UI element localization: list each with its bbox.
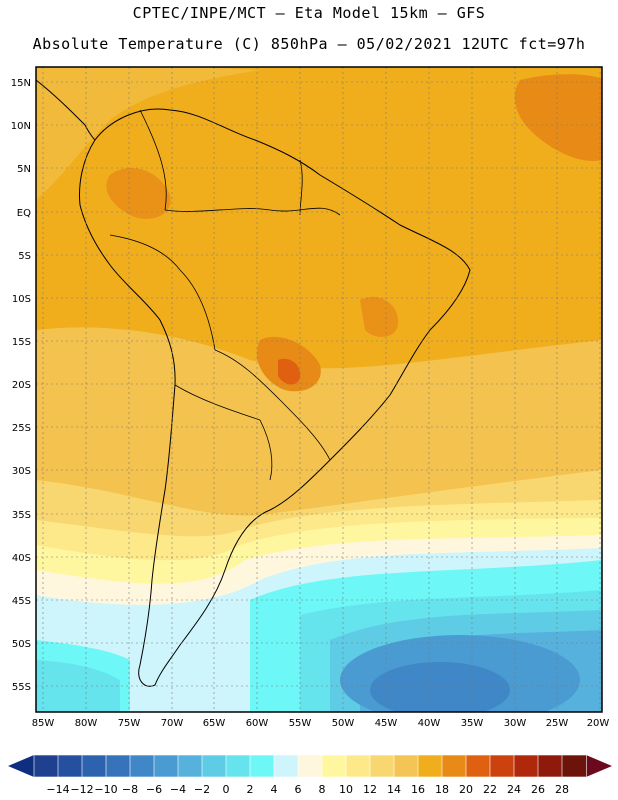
lat-label: 15S: [12, 337, 31, 348]
longitude-axis: 85W 80W 75W 70W 65W 60W 55W 50W 45W 40W …: [32, 718, 610, 729]
temperature-field: [36, 67, 602, 712]
field-patch-20-22: [278, 358, 301, 385]
lat-label: 50S: [12, 639, 31, 650]
colorbar-cell: [57, 754, 83, 778]
lon-label: 35W: [461, 718, 484, 729]
colorbar-left-arrow: [8, 755, 34, 777]
lat-label: 10S: [12, 294, 31, 305]
colorbar-label: −4: [170, 783, 186, 796]
field-band-m8-m6: [370, 662, 510, 712]
colorbar-cell: [489, 754, 515, 778]
graticule: [36, 67, 602, 712]
country-borders: [109, 109, 341, 481]
lat-label: 55S: [12, 682, 31, 693]
colorbar-label: 20: [459, 783, 473, 796]
lat-label: 10N: [11, 121, 31, 132]
lon-label: 85W: [32, 718, 55, 729]
colorbar-cell: [417, 754, 443, 778]
lon-label: 30W: [504, 718, 527, 729]
lon-label: 70W: [161, 718, 184, 729]
lat-label: 15N: [11, 78, 31, 89]
colorbar-label: 24: [507, 783, 521, 796]
lon-label: 60W: [246, 718, 269, 729]
colorbar-cell: [513, 754, 539, 778]
colorbar-right-arrow: [586, 755, 612, 777]
colorbar-cell: [537, 754, 563, 778]
colorbar-label: 22: [483, 783, 497, 796]
colorbar-label: −8: [122, 783, 138, 796]
colorbar-label: 26: [531, 783, 545, 796]
lat-label: 35S: [12, 510, 31, 521]
lon-label: 45W: [375, 718, 398, 729]
field-band-14-16: [36, 327, 602, 520]
colorbar-label: 10: [339, 783, 353, 796]
colorbar-cell: [273, 754, 299, 778]
colorbar-cell: [345, 754, 371, 778]
field-patch-18-20-north: [106, 167, 171, 219]
map-frame: [35, 66, 603, 713]
lon-label: 55W: [289, 718, 312, 729]
colorbar-cell: [105, 754, 131, 778]
field-band-pacific-north: [36, 67, 260, 200]
colorbar-cell: [441, 754, 467, 778]
chart-title-line2: Absolute Temperature (C) 850hPa – 05/02/…: [32, 35, 586, 53]
colorbar-cell: [201, 754, 227, 778]
colorbar-label: 8: [319, 783, 326, 796]
lat-label: 5S: [18, 251, 31, 262]
colorbar-cell: [177, 754, 203, 778]
colorbar-cell: [393, 754, 419, 778]
field-patch-18-20-east: [360, 296, 399, 337]
colorbar-cell: [153, 754, 179, 778]
lat-label: 5N: [17, 164, 31, 175]
colorbar-cell: [465, 754, 491, 778]
lon-label: 25W: [546, 718, 569, 729]
colorbar-label: −12: [70, 783, 93, 796]
lat-label: 45S: [12, 596, 31, 607]
central-america-outline: [36, 79, 96, 141]
south-america-outline: [79, 108, 471, 687]
colorbar-cell: [297, 754, 323, 778]
colorbar-label: −6: [146, 783, 162, 796]
colorbar-label: −14: [46, 783, 69, 796]
colorbar-label: −2: [194, 783, 210, 796]
lon-label: 40W: [418, 718, 441, 729]
colorbar-cell: [249, 754, 275, 778]
colorbar-label: 12: [363, 783, 377, 796]
colorbar-label: 6: [295, 783, 302, 796]
lon-label: 65W: [203, 718, 226, 729]
colorbar-label: 4: [271, 783, 278, 796]
lat-label: 25S: [12, 423, 31, 434]
colorbar-label: 2: [247, 783, 254, 796]
colorbar-cell: [369, 754, 395, 778]
colorbar-cell: [225, 754, 251, 778]
colorbar-label: −10: [94, 783, 117, 796]
colorbar-label: 28: [555, 783, 569, 796]
colorbar-label: 16: [411, 783, 425, 796]
lat-label: 20S: [12, 380, 31, 391]
colorbar-cell: [33, 754, 59, 778]
lon-label: 75W: [118, 718, 141, 729]
lon-label: 50W: [332, 718, 355, 729]
field-patch-18-20-atlantic: [514, 74, 602, 161]
lat-label: 40S: [12, 553, 31, 564]
colorbar-cell: [81, 754, 107, 778]
colorbar-label: 18: [435, 783, 449, 796]
lat-label: EQ: [17, 208, 31, 219]
latitude-axis: 15N 10N 5N EQ 5S 10S 15S 20S 25S 30S 35S…: [11, 78, 31, 693]
colorbar-cell: [561, 754, 587, 778]
colorbar-cell: [129, 754, 155, 778]
lon-label: 20W: [587, 718, 610, 729]
colorbar-cell: [321, 754, 347, 778]
lat-label: 30S: [12, 466, 31, 477]
colorbar-label: 14: [387, 783, 401, 796]
colorbar: −14 −12 −10 −8 −6 −4 −2 0 2 4 6 8 10 12 14 16 18 20 22 24 26…: [8, 754, 612, 796]
colorbar-label: 0: [223, 783, 230, 796]
chart-title-line1: CPTEC/INPE/MCT – Eta Model 15km – GFS: [132, 4, 486, 22]
lon-label: 80W: [75, 718, 98, 729]
